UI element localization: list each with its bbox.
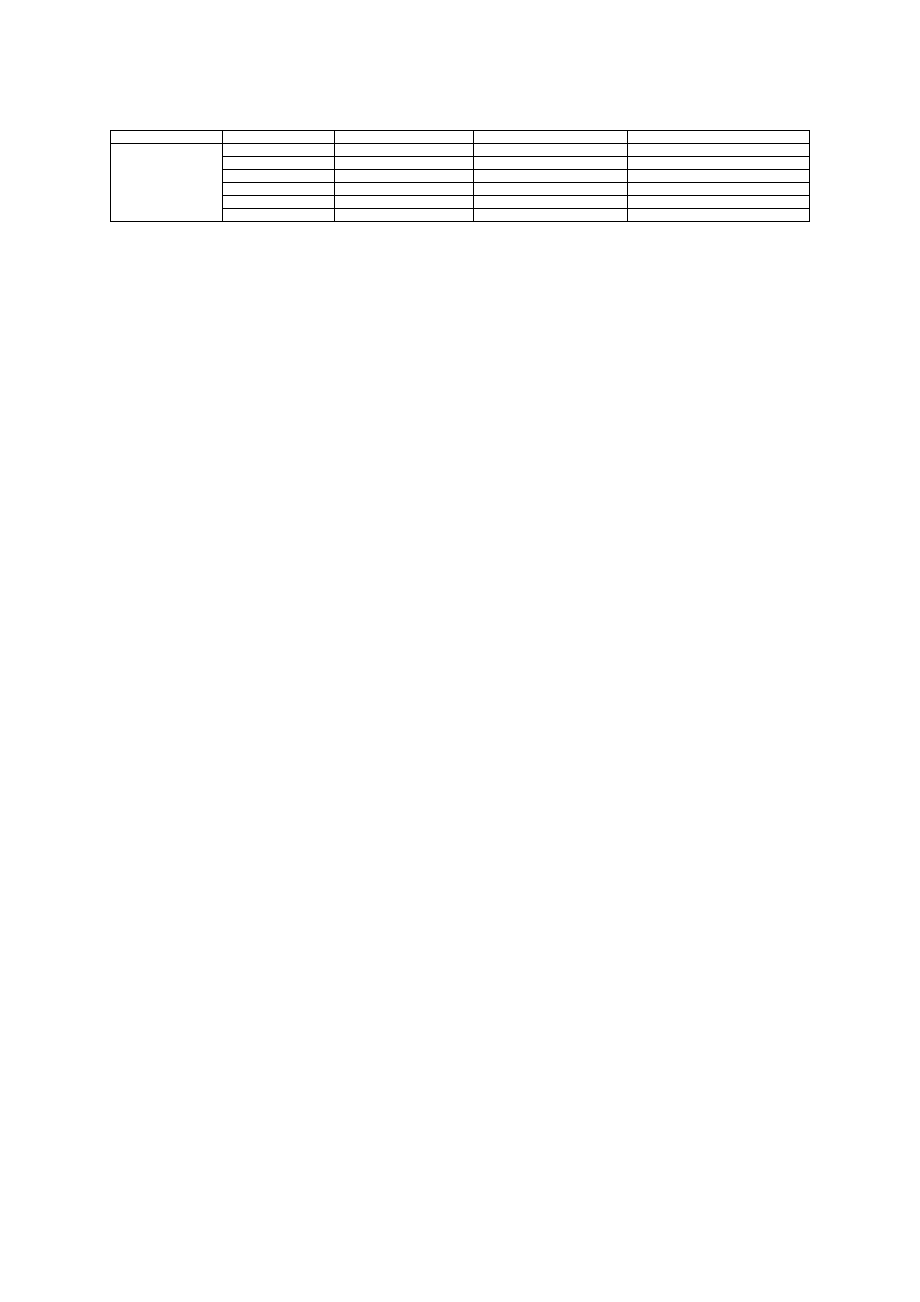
category-cell bbox=[111, 144, 223, 222]
date-cell bbox=[628, 209, 810, 222]
col-header-date bbox=[628, 131, 810, 144]
date-cell bbox=[628, 144, 810, 157]
col-header-name bbox=[334, 131, 474, 144]
seq-cell bbox=[222, 157, 334, 170]
org-cell bbox=[474, 209, 628, 222]
seq-cell bbox=[222, 209, 334, 222]
name-cell bbox=[334, 157, 474, 170]
name-cell bbox=[334, 196, 474, 209]
col-header-org bbox=[474, 131, 628, 144]
date-cell bbox=[628, 170, 810, 183]
seq-cell bbox=[222, 144, 334, 157]
org-cell bbox=[474, 170, 628, 183]
org-cell bbox=[474, 183, 628, 196]
date-cell bbox=[628, 157, 810, 170]
table-row bbox=[111, 144, 810, 157]
seq-cell bbox=[222, 170, 334, 183]
date-cell bbox=[628, 183, 810, 196]
org-cell bbox=[474, 196, 628, 209]
col-header-type bbox=[111, 131, 223, 144]
org-cell bbox=[474, 144, 628, 157]
name-cell bbox=[334, 183, 474, 196]
org-cell bbox=[474, 157, 628, 170]
name-cell bbox=[334, 170, 474, 183]
name-cell bbox=[334, 209, 474, 222]
seq-cell bbox=[222, 183, 334, 196]
seq-cell bbox=[222, 196, 334, 209]
table-header-row bbox=[111, 131, 810, 144]
law-table bbox=[110, 130, 810, 222]
name-cell bbox=[334, 144, 474, 157]
date-cell bbox=[628, 196, 810, 209]
col-header-seq bbox=[222, 131, 334, 144]
